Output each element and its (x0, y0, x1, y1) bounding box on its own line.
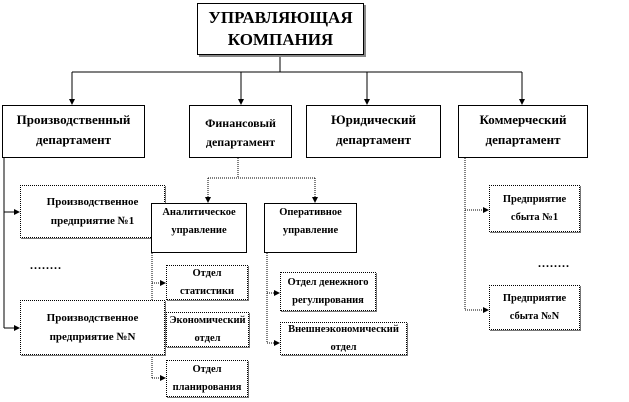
commercial-dept-box: Коммерческий департамент (458, 105, 588, 158)
operative-unit-box: Оперативное управление (264, 203, 357, 253)
money-regulation-dept-box: Отдел денежного регулирования (280, 272, 376, 311)
production-enterprise-1: Производственное предприятие №1 (20, 185, 165, 238)
foreign-economic-dept-box: Внешнеэкономический отдел (280, 322, 407, 355)
management-company-box: УПРАВЛЯЮЩАЯ КОМПАНИЯ (197, 3, 364, 55)
economic-dept-box: Экономический отдел (166, 312, 249, 347)
sales-enterprise-1: Предприятие сбыта №1 (489, 185, 580, 232)
ellipsis-production: ........ (30, 258, 62, 272)
statistics-dept-box: Отдел статистики (166, 265, 248, 300)
ellipsis-commerce: ........ (538, 256, 570, 270)
production-enterprise-n: Производственное предприятие №N (20, 300, 165, 355)
sales-enterprise-n: Предприятие сбыта №N (489, 285, 580, 330)
finance-dept-box: Финансовый департамент (189, 105, 292, 158)
planning-dept-box: Отдел планирования (166, 360, 248, 397)
legal-dept-box: Юридический департамент (306, 105, 441, 158)
analytic-unit-box: Аналитическое управление (151, 203, 247, 253)
production-dept-box: Производственный департамент (2, 105, 145, 158)
